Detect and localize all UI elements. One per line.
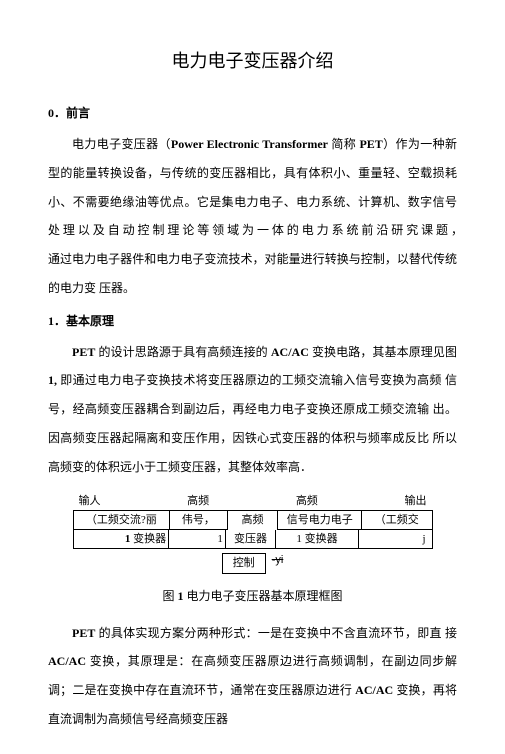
s1p2-c: AC/AC (48, 654, 86, 668)
s0p1-a: 电力电子变压器（ (72, 137, 171, 151)
diag-control: 控制 (222, 553, 266, 573)
diag-yi: -yi (272, 553, 284, 573)
diag-r1c2: 伟号， (170, 510, 226, 530)
s1p1-f: 即通过电力电子变换技术将变压器原边的工频交流输入信号变换为高频 信号，经高频变压… (48, 373, 457, 473)
diag-r2c1w: 1 变换器 (73, 530, 169, 549)
s0p1-c: 简称 (328, 137, 359, 151)
s1p1-b: 的设计思路源于具有高频连接的 (95, 345, 271, 359)
diag-top-out: 输出 (404, 494, 426, 508)
diag-r2c4: 1 变换器 (276, 530, 358, 549)
s1p2-b: 的具体实现方案分两种形式：一是在变换中不含直流环节，即直 接 (95, 626, 457, 640)
diag-r2c3: 变压器 (225, 530, 276, 549)
s0p1-b: Power Electronic Transformer (171, 137, 328, 151)
diag-r1c5: （工频交 (362, 510, 432, 530)
s1p2-e: AC/AC (355, 683, 393, 697)
diagram: 输人 高频 高频 输出 （工频交流?丽 伟号， 高频 信号电力电子 （工频交 1… (73, 494, 433, 574)
s1p2-a: PET (72, 626, 95, 640)
figure-caption: 图 1 电力电子变压器基本原理框图 (48, 582, 457, 611)
diag-r1c4: 信号电力电子 (278, 510, 361, 530)
s0p1-d: PET (359, 137, 382, 151)
diag-r2c2: 1 (169, 530, 225, 549)
diag-top-hf1: 高频 (187, 494, 209, 508)
section0-label: 0．前言 (48, 99, 457, 128)
diag-top-in: 输人 (79, 494, 101, 508)
page-title: 电力电子变压器介绍 (48, 40, 457, 83)
section0-para1: 电力电子变压器（Power Electronic Transformer 简称 … (48, 130, 457, 303)
diag-r2c1b: 变换器 (130, 533, 166, 545)
section1-label: 1．基本原理 (48, 307, 457, 336)
cap-a: 图 (162, 589, 177, 603)
diag-r2c5: j (359, 530, 433, 549)
diag-top-hf2: 高频 (296, 494, 318, 508)
section1-para1: PET 的设计思路源于具有高频连接的 AC/AC 变换电路，其基本原理见图 1,… (48, 338, 457, 482)
s1p1-c: AC/AC (271, 345, 309, 359)
diag-r1c3: 高频 (227, 510, 279, 530)
s1p1-d: 变换电路，其基本原理见图 (309, 345, 457, 359)
diag-r1c1: （工频交流?丽 (73, 510, 170, 530)
s1p1-a: PET (72, 345, 95, 359)
s1p1-e: 1, (48, 373, 57, 387)
section1-para2: PET 的具体实现方案分两种形式：一是在变换中不含直流环节，即直 接 AC/AC… (48, 619, 457, 734)
cap-c: 电力电子变压器基本原理框图 (184, 589, 343, 603)
s0p1-e: ）作为一种新 型的能量转换设备，与传统的变压器相比，具有体积小、重量轻、空载损耗… (48, 137, 505, 295)
